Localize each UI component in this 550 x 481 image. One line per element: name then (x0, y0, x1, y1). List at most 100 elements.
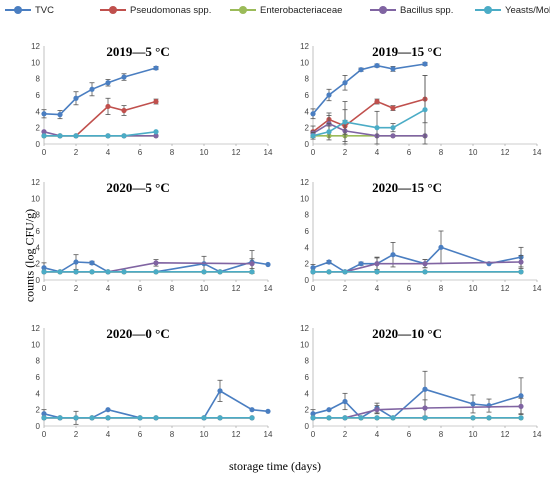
data-point (41, 133, 47, 139)
y-tick-label: 10 (300, 340, 309, 349)
series-line (44, 131, 157, 137)
x-tick-label: 6 (138, 430, 143, 439)
data-point (326, 259, 332, 265)
data-point (249, 261, 255, 267)
y-tick-label: 2 (36, 406, 41, 415)
x-tick-label: 14 (264, 284, 273, 293)
y-tick-label: 4 (305, 389, 310, 398)
x-tick-label: 4 (375, 284, 380, 293)
x-tick-label: 10 (200, 148, 209, 157)
x-tick-label: 14 (533, 284, 542, 293)
data-point (374, 415, 380, 421)
y-tick-label: 6 (305, 227, 310, 236)
data-point (105, 80, 111, 86)
chart-panel: 0 2 4 6 8 10 12 0 2 4 6 8 10 12 14 2019—5 °C (31, 42, 273, 157)
y-tick-label: 10 (300, 58, 309, 67)
legend-label: Bacillus spp. (400, 4, 454, 16)
legend-label: Enterobacteriaceae (260, 4, 343, 16)
y-tick-label: 6 (305, 91, 310, 100)
x-tick-label: 4 (106, 430, 111, 439)
y-tick-label: 8 (36, 75, 41, 84)
data-point (342, 269, 348, 275)
data-point (326, 407, 332, 413)
data-point (422, 386, 428, 392)
x-tick-label: 6 (138, 148, 143, 157)
data-point (249, 407, 255, 413)
x-tick-label: 12 (501, 430, 510, 439)
y-tick-label: 4 (305, 243, 310, 252)
data-point (390, 133, 396, 139)
data-point (121, 269, 127, 275)
x-tick-label: 8 (439, 148, 444, 157)
data-point (105, 133, 111, 139)
data-point (153, 415, 159, 421)
x-tick-label: 8 (170, 284, 175, 293)
x-tick-label: 12 (232, 430, 241, 439)
data-point (217, 269, 223, 275)
legend-label: Pseudomonas spp. (130, 4, 212, 16)
data-point (390, 125, 396, 131)
data-point (374, 125, 380, 131)
x-tick-label: 2 (343, 430, 348, 439)
data-point (422, 405, 428, 411)
data-point (422, 107, 428, 113)
series (310, 370, 524, 421)
chart-panel: 0 2 4 6 8 10 12 0 2 4 6 8 10 12 14 2020—0 °C (31, 324, 273, 439)
x-tick-label: 12 (501, 148, 510, 157)
y-tick-label: 2 (36, 260, 41, 269)
data-point (41, 129, 47, 135)
panel-title: 2019—15 °C (372, 44, 442, 59)
series (41, 269, 255, 275)
y-tick-label: 8 (305, 357, 310, 366)
y-tick-label: 12 (300, 42, 309, 51)
x-tick-label: 6 (138, 284, 143, 293)
data-point (201, 415, 207, 421)
y-tick-label: 0 (305, 276, 310, 285)
series-line (312, 388, 522, 419)
y-tick-label: 12 (31, 42, 40, 51)
series (41, 129, 159, 139)
x-tick-label: 14 (264, 148, 273, 157)
data-point (518, 393, 524, 399)
y-tick-label: 8 (36, 211, 41, 220)
data-point (153, 65, 159, 71)
data-point (310, 265, 316, 271)
x-axis-label: storage time (days) (229, 459, 321, 473)
data-point (310, 133, 316, 139)
legend-swatch (5, 6, 31, 14)
data-point (201, 269, 207, 275)
y-tick-label: 4 (36, 389, 41, 398)
x-tick-label: 8 (439, 284, 444, 293)
y-tick-label: 8 (305, 211, 310, 220)
legend-label: Yeasts/Molds (505, 4, 550, 16)
y-tick-label: 6 (36, 227, 41, 236)
data-point (105, 103, 111, 110)
data-point (390, 415, 396, 421)
data-point (265, 261, 271, 268)
x-tick-label: 0 (311, 430, 316, 439)
data-point (342, 119, 348, 125)
y-tick-label: 4 (36, 107, 41, 116)
data-point (358, 415, 364, 421)
y-tick-label: 2 (36, 124, 41, 133)
data-point (374, 63, 380, 69)
y-tick-label: 12 (300, 178, 309, 187)
y-tick-label: 10 (31, 340, 40, 349)
x-tick-label: 8 (170, 430, 175, 439)
data-point (57, 269, 63, 275)
y-tick-label: 6 (36, 91, 41, 100)
y-tick-label: 0 (36, 140, 41, 149)
data-point (342, 80, 348, 86)
panel-title: 2019—5 °C (106, 44, 169, 59)
y-tick-label: 0 (305, 140, 310, 149)
data-point (121, 74, 127, 80)
panel-title: 2020—0 °C (106, 326, 169, 341)
series-line (312, 246, 522, 273)
x-tick-label: 10 (469, 430, 478, 439)
x-tick-label: 8 (170, 148, 175, 157)
legend-item: Yeasts/Molds (475, 3, 550, 17)
data-point (73, 133, 79, 139)
data-point (310, 269, 316, 275)
data-point (358, 67, 364, 73)
chart-panel: 0 2 4 6 8 10 12 0 2 4 6 8 10 12 14 2020—10 °C (300, 324, 542, 439)
